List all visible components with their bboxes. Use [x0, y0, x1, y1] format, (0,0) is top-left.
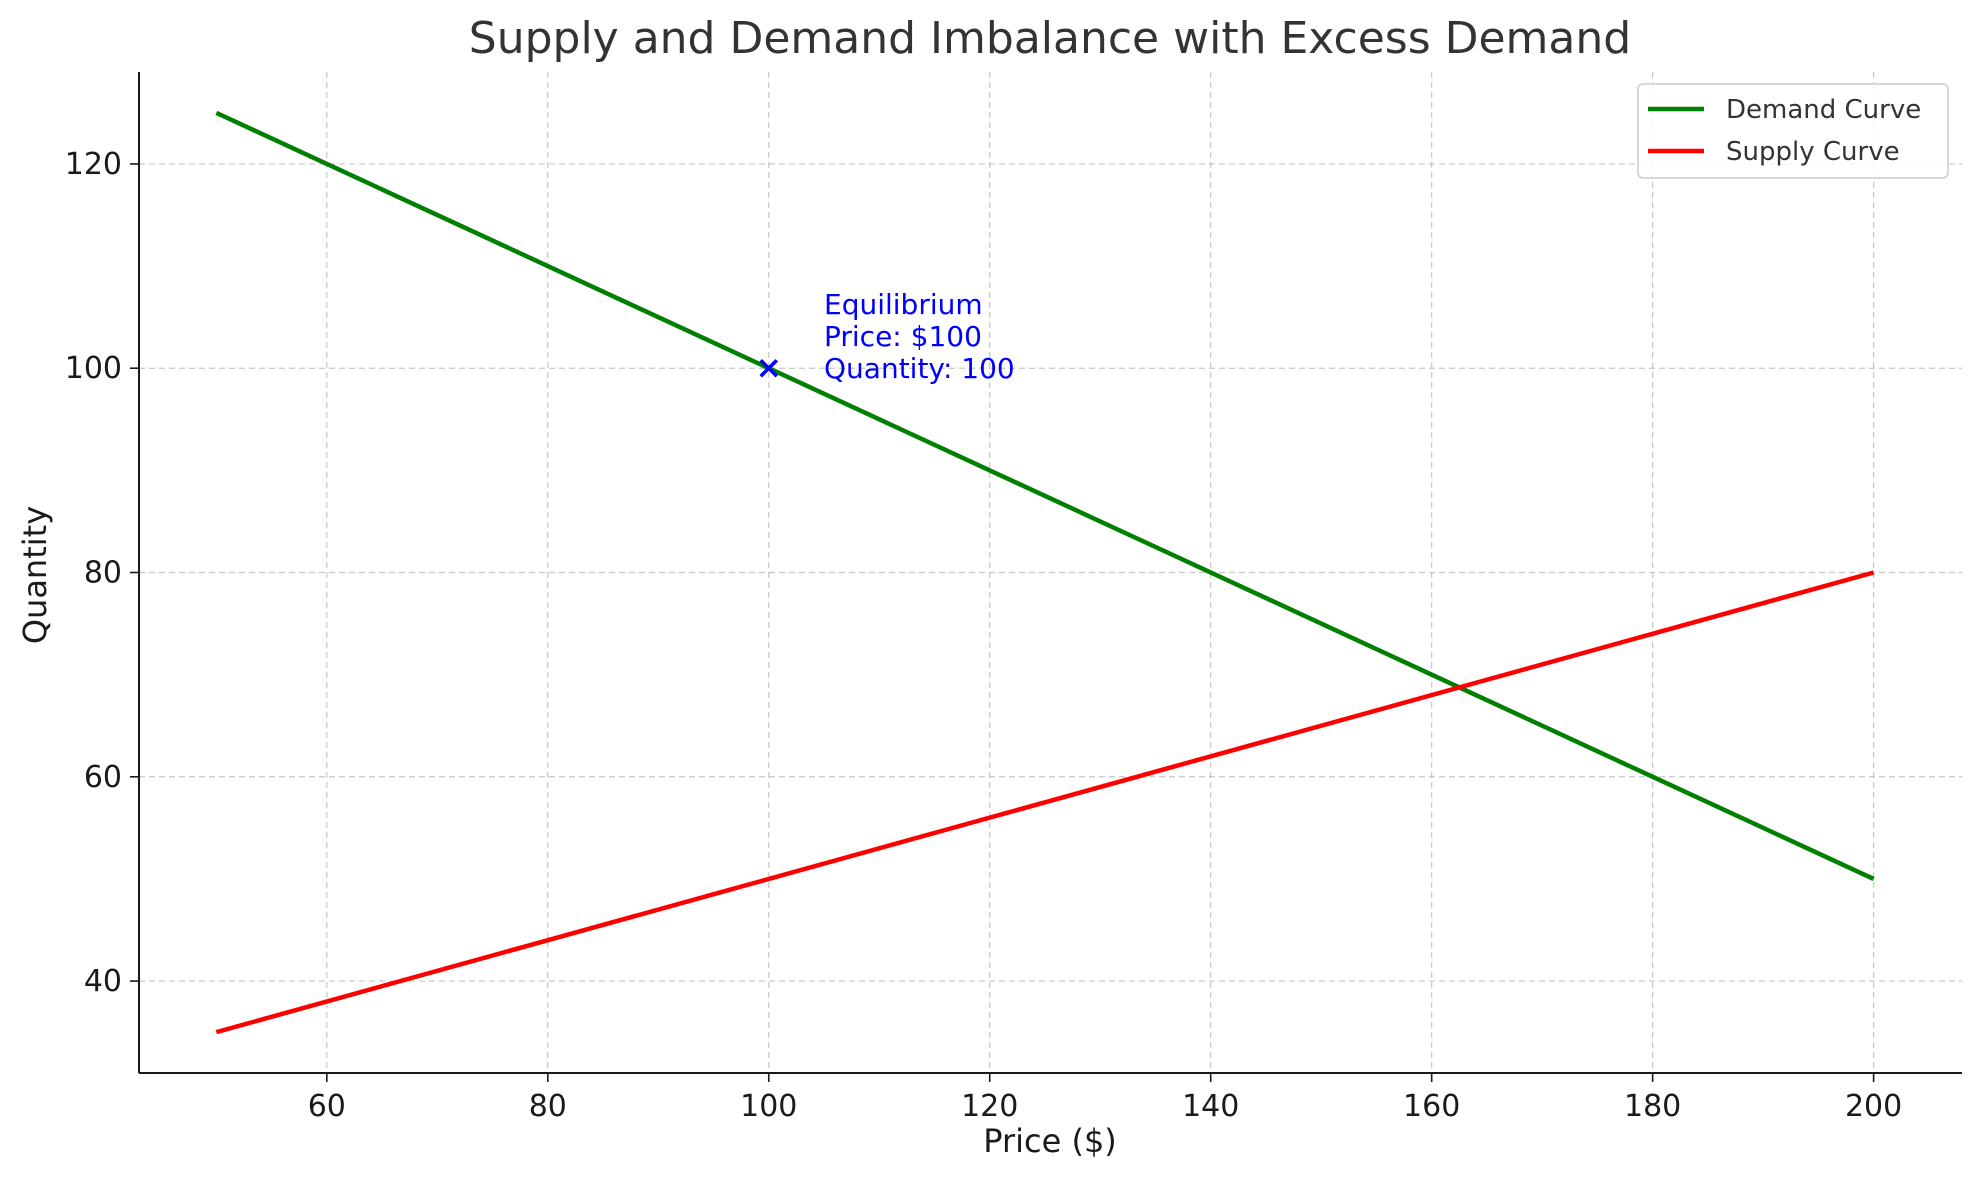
- series-lines: [215, 110, 1875, 1035]
- legend-label-demand-curve: Demand Curve: [1726, 95, 1921, 125]
- equilibrium-marker: [759, 358, 779, 378]
- legend-box: [1637, 83, 1949, 179]
- legend-label-supply-curve: Supply Curve: [1726, 137, 1900, 167]
- x-axis-title: Price ($): [983, 1122, 1117, 1160]
- equilibrium-label-line: Quantity: 100: [824, 352, 1015, 385]
- legend: Demand Curve Supply Curve: [1637, 83, 1949, 179]
- y-tick-label: 100: [65, 351, 122, 386]
- x-tick-label: 200: [1845, 1089, 1902, 1124]
- equilibrium-label-line: Equilibrium: [824, 288, 983, 321]
- equilibrium-label-line: Price: $100: [824, 320, 982, 353]
- y-tick-label: 60: [84, 760, 122, 795]
- x-tick-label: 60: [308, 1089, 346, 1124]
- y-axis-title: Quantity: [16, 506, 54, 644]
- x-tick-label: 120: [961, 1089, 1018, 1124]
- chart-title: Supply and Demand Imbalance with Excess …: [469, 13, 1631, 64]
- x-tick-label: 180: [1624, 1089, 1681, 1124]
- y-tick-label: 120: [65, 147, 122, 182]
- marker-stroke: [759, 358, 779, 378]
- x-tick-label: 140: [1182, 1089, 1239, 1124]
- supply-curve-line: [215, 570, 1875, 1035]
- grid: [139, 72, 1962, 1073]
- axes: 60 80 100 120 140 160 180 200 40 60 80 100 120: [65, 72, 1962, 1124]
- y-tick-label: 80: [84, 556, 122, 591]
- demand-curve-line: [215, 110, 1875, 881]
- x-tick-label: 100: [740, 1089, 797, 1124]
- x-tick-label: 160: [1403, 1089, 1460, 1124]
- y-tick-label: 40: [84, 964, 122, 999]
- x-tick-label: 80: [529, 1089, 567, 1124]
